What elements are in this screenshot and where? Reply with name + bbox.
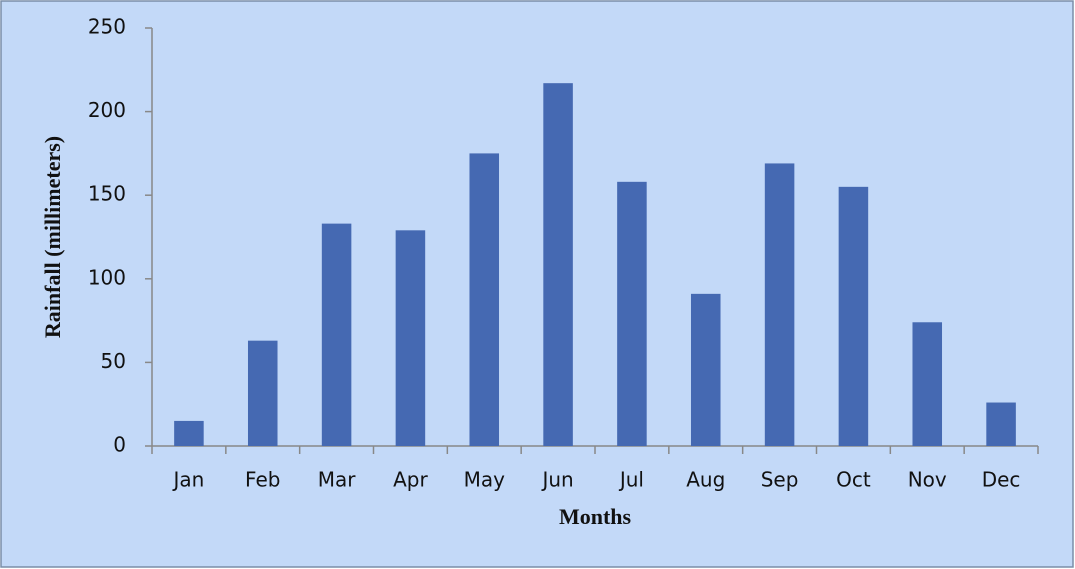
bar: [543, 83, 573, 447]
x-axis-title: Months: [559, 504, 632, 529]
bar: [469, 153, 500, 446]
bar: [321, 223, 352, 446]
x-tick-label: Jan: [171, 468, 204, 492]
x-tick-label: Jul: [618, 468, 644, 492]
x-tick-label: Feb: [245, 468, 280, 492]
y-tick-label: 200: [88, 98, 126, 122]
bar: [395, 230, 426, 446]
x-tick-label: Dec: [982, 468, 1021, 492]
bar: [617, 181, 647, 446]
x-tick-label: May: [464, 468, 506, 492]
y-tick-label: 150: [88, 182, 126, 206]
bar: [174, 420, 204, 446]
bar: [764, 163, 795, 446]
bar: [690, 293, 721, 446]
x-tick-label: Oct: [836, 468, 871, 492]
x-tick-label: Nov: [908, 468, 947, 492]
x-tick-label: Apr: [393, 468, 428, 492]
x-tick-label: Jun: [540, 468, 573, 492]
y-axis-title: Rainfall (millimeters): [40, 136, 65, 338]
x-tick-label: Aug: [686, 468, 725, 492]
x-tick-label: Mar: [318, 468, 357, 492]
bar: [912, 322, 943, 446]
bar: [986, 402, 1016, 446]
y-tick-label: 50: [101, 349, 126, 373]
y-tick-label: 100: [88, 265, 126, 289]
bar: [247, 340, 278, 446]
x-tick-label: Sep: [761, 468, 799, 492]
bar: [838, 186, 869, 446]
y-tick-label: 250: [88, 15, 126, 39]
y-tick-label: 0: [113, 433, 126, 457]
